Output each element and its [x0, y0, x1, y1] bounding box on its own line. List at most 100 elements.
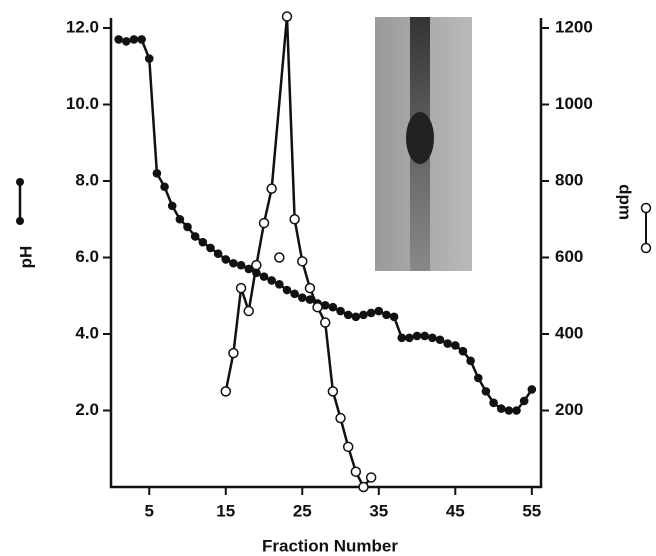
x-tick-label: 15 [216, 501, 235, 520]
data-point [481, 387, 491, 396]
x-axis-label: Fraction Number [262, 536, 398, 555]
data-point [420, 331, 430, 341]
data-point [281, 11, 293, 22]
data-point [359, 310, 368, 320]
data-point [251, 259, 262, 271]
data-point [496, 404, 506, 413]
data-point [527, 385, 537, 394]
data-point [229, 258, 238, 268]
y2-tick-label: 400 [555, 323, 583, 342]
data-point [519, 396, 529, 406]
x-tick-label: 45 [446, 501, 465, 520]
data-point [504, 406, 514, 415]
data-point [397, 333, 407, 343]
data-point [290, 289, 299, 299]
data-point [152, 169, 162, 178]
data-point [221, 255, 231, 264]
data-point [335, 412, 346, 424]
data-point [129, 35, 139, 44]
data-point [220, 386, 232, 397]
data-point [412, 331, 422, 341]
data-point [258, 217, 270, 229]
data-point [266, 183, 277, 194]
data-point [350, 466, 362, 477]
data-point [198, 237, 208, 247]
data-point [451, 341, 460, 350]
data-point [122, 37, 131, 46]
y2-legend-symbol [640, 202, 652, 254]
data-point [190, 232, 200, 241]
data-point [160, 182, 169, 192]
data-point [275, 279, 284, 289]
data-point [259, 272, 269, 281]
data-point [235, 282, 247, 294]
x-tick-label: 55 [522, 501, 541, 520]
data-point [466, 356, 475, 366]
data-point [382, 310, 391, 320]
data-point [167, 201, 177, 211]
gel-inset [375, 17, 472, 271]
data-point [428, 333, 437, 343]
data-point [297, 256, 308, 267]
y-tick-label: 4.0 [75, 323, 99, 342]
x-tick-label: 25 [293, 501, 312, 520]
data-point [213, 249, 223, 258]
data-point [489, 398, 498, 408]
data-point [137, 35, 146, 44]
y2-tick-label: 1200 [555, 17, 593, 36]
series-line [224, 16, 373, 490]
y-tick-label: 2.0 [75, 400, 99, 419]
data-point [351, 312, 361, 322]
data-point [304, 282, 316, 294]
x-tick-label: 35 [369, 501, 388, 520]
data-point [327, 386, 339, 397]
data-point [342, 441, 354, 453]
data-point [336, 306, 345, 316]
data-point [458, 346, 468, 356]
y-axis-label: pH [16, 246, 35, 269]
data-point [282, 285, 292, 295]
x-tick-label: 5 [145, 501, 154, 520]
data-point [366, 308, 376, 318]
data-point [144, 54, 154, 63]
y-tick-label: 8.0 [75, 170, 99, 189]
data-point [328, 302, 338, 312]
data-point [228, 347, 239, 359]
data-point [365, 472, 377, 483]
data-point [267, 276, 276, 285]
axes [109, 18, 543, 489]
data-point [206, 243, 215, 253]
data-point [244, 264, 254, 274]
data-point [297, 293, 307, 302]
y2-tick-label: 800 [555, 170, 583, 189]
data-point [512, 406, 521, 415]
y2-axis-label: dpm [616, 184, 635, 220]
data-point [175, 214, 185, 224]
y2-tick-label: 600 [555, 247, 583, 266]
data-point [435, 335, 445, 345]
data-point [274, 252, 285, 263]
data-point [320, 301, 330, 310]
y-tick-label: 10.0 [66, 94, 99, 113]
data-point [405, 333, 414, 343]
y2-tick-label: 1000 [555, 94, 593, 113]
data-point [312, 301, 323, 313]
data-point [305, 295, 315, 304]
data-point [389, 312, 399, 322]
data-point [289, 214, 300, 225]
data-point [343, 310, 353, 320]
data-point [319, 317, 331, 328]
data-point [374, 306, 384, 316]
y-tick-label: 12.0 [66, 17, 99, 36]
y-tick-label: 6.0 [75, 247, 99, 266]
data-point [473, 373, 483, 383]
data-point [358, 481, 369, 493]
y-legend-symbol [16, 178, 24, 225]
y2-tick-label: 200 [555, 400, 583, 419]
data-point [243, 305, 254, 317]
data-point [236, 260, 246, 270]
data-point [443, 339, 452, 348]
data-point [183, 222, 192, 232]
data-point [114, 35, 123, 44]
